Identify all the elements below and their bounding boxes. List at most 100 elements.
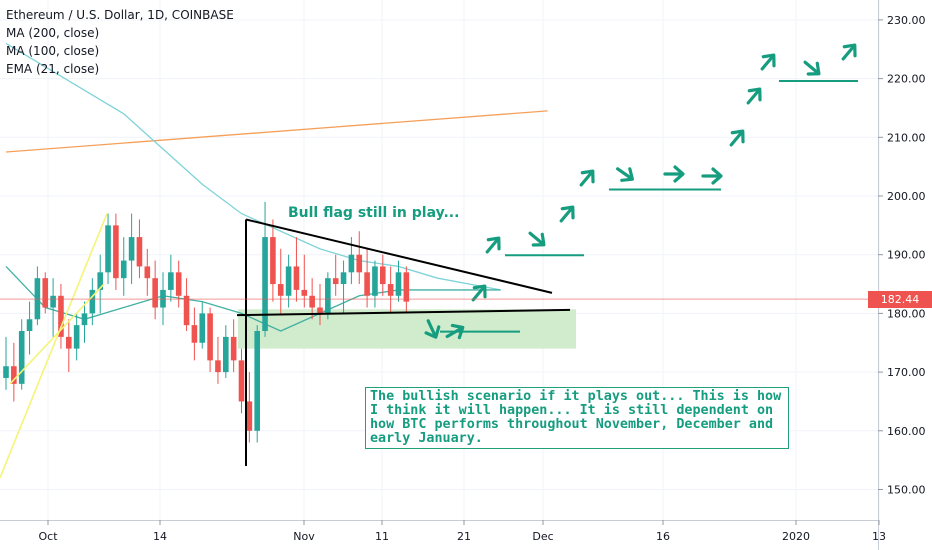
support-zone — [238, 309, 576, 349]
candle — [356, 231, 363, 285]
projection-arrow — [559, 205, 575, 223]
arrow-shaft — [485, 237, 500, 254]
arrow-shaft — [760, 54, 775, 71]
candle-body — [18, 331, 25, 384]
candle-body — [168, 272, 174, 290]
candle-body — [372, 266, 378, 296]
candle — [270, 219, 276, 302]
y-tick-label: 190.00 — [887, 249, 926, 262]
candle-body — [293, 266, 300, 290]
candle — [372, 260, 378, 308]
candle — [325, 272, 331, 320]
candle — [58, 284, 64, 349]
candle-body — [364, 272, 370, 296]
candle — [403, 266, 410, 314]
bull-flag-annotation[interactable]: Bull flag still in play... — [288, 205, 460, 221]
legend-title: Ethereum / U.S. Dollar, 1D, COINBASE — [6, 8, 234, 22]
candle — [364, 248, 370, 308]
candle-body — [3, 366, 9, 378]
candle — [152, 260, 158, 320]
candle-body — [230, 336, 237, 361]
arrow-shaft — [803, 60, 820, 75]
legend-ema21[interactable]: EMA (21, close) — [6, 62, 100, 76]
x-tick-label: 13 — [872, 530, 886, 543]
candle-body — [42, 278, 49, 308]
candle-body — [26, 319, 33, 332]
candle — [120, 237, 127, 296]
x-tick-label: 14 — [153, 530, 167, 543]
chart-legend: Ethereum / U.S. Dollar, 1D, COINBASE MA … — [6, 6, 234, 78]
legend-ma100[interactable]: MA (100, close) — [6, 44, 100, 58]
candle-body — [152, 278, 158, 308]
candle — [332, 254, 339, 296]
projection-arrow — [471, 284, 487, 302]
arrow-shaft — [426, 319, 437, 338]
arrow-head — [486, 236, 501, 251]
candle-body — [120, 260, 127, 279]
candle — [340, 260, 347, 314]
legend-ma200[interactable]: MA (200, close) — [6, 26, 100, 40]
candle-body — [207, 313, 213, 361]
projection-arrow — [729, 129, 745, 147]
y-tick-label: 210.00 — [887, 131, 926, 144]
candle — [136, 219, 143, 279]
arrow-head — [806, 61, 821, 76]
arrow-head — [450, 323, 465, 340]
moving-average-lines — [5, 42, 548, 332]
candle — [11, 342, 17, 402]
candle-body — [356, 254, 363, 273]
projection-arrow — [701, 167, 723, 185]
candle-body — [332, 278, 339, 285]
projection-arrow — [528, 231, 546, 247]
candle — [128, 213, 135, 285]
candle-body — [11, 366, 17, 384]
arrow-head — [842, 43, 857, 58]
arrow-head — [531, 232, 546, 247]
candle-body — [254, 331, 260, 431]
candle-body — [277, 284, 284, 296]
support-zone-rect — [238, 309, 576, 349]
candle — [317, 284, 323, 326]
arrow-shaft — [579, 170, 594, 187]
candle — [3, 336, 9, 390]
x-tick-label: 2020 — [782, 530, 810, 543]
candle-body — [223, 336, 229, 373]
candle — [168, 254, 174, 302]
arrow-shaft — [746, 88, 761, 105]
arrow-head — [673, 165, 685, 183]
candle-body — [301, 289, 308, 296]
candle-body — [113, 225, 119, 279]
candle-body — [403, 272, 410, 302]
candle-body — [340, 272, 347, 285]
projection-arrow — [579, 169, 595, 187]
series-ma-100-close- — [5, 42, 501, 291]
candle — [380, 254, 386, 296]
candle-body — [50, 295, 56, 308]
scenario-note[interactable]: The bullish scenario if it plays out... … — [365, 387, 789, 449]
candle-body — [317, 307, 323, 314]
candle — [144, 248, 151, 296]
arrow-head — [761, 53, 776, 68]
candle — [301, 254, 308, 308]
candle — [175, 260, 182, 308]
x-tick-label: 21 — [457, 530, 471, 543]
candle — [223, 325, 229, 378]
y-tick-label: 160.00 — [887, 425, 926, 438]
candle — [42, 272, 49, 314]
y-tick-label: 230.00 — [887, 14, 926, 27]
candle — [18, 319, 25, 390]
candle — [97, 254, 103, 314]
candle-body — [270, 237, 276, 285]
candle — [387, 266, 394, 314]
candle-body — [238, 360, 245, 402]
candle — [395, 260, 402, 302]
y-tick-label: 150.00 — [887, 484, 926, 497]
x-tick-label: 11 — [375, 530, 389, 543]
arrow-shaft — [445, 326, 464, 339]
candle-body — [89, 289, 96, 314]
candle-body — [128, 237, 135, 261]
projection-arrow — [803, 60, 821, 76]
candle — [34, 266, 41, 326]
